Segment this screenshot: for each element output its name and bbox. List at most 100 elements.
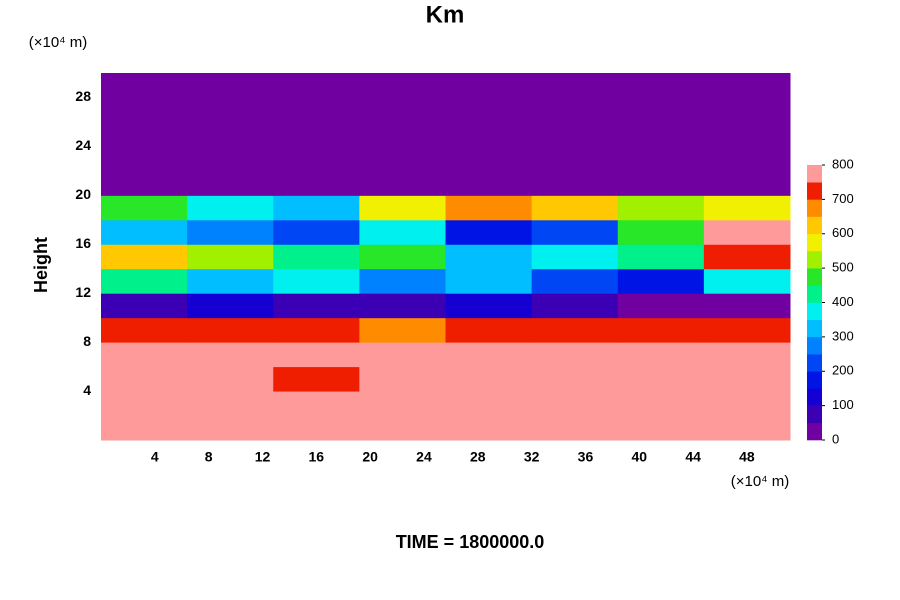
colorbar-band bbox=[807, 371, 822, 389]
colorbar-tick-label: 800 bbox=[832, 156, 854, 171]
y-axis-label: Height bbox=[31, 237, 51, 293]
x-tick-label: 4 bbox=[151, 449, 159, 465]
colorbar-band bbox=[807, 182, 822, 200]
heat-cell bbox=[445, 73, 533, 98]
heat-cell bbox=[445, 244, 533, 270]
heat-cell bbox=[187, 391, 274, 417]
colorbar-tick-label: 100 bbox=[832, 397, 854, 412]
colorbar-band bbox=[807, 319, 822, 338]
heat-cell bbox=[101, 121, 188, 147]
heat-cell bbox=[531, 415, 619, 441]
heat-cell bbox=[187, 146, 274, 172]
x-tick-label: 48 bbox=[739, 449, 755, 465]
heat-cell bbox=[187, 121, 274, 147]
heat-cell bbox=[703, 219, 791, 245]
heat-cell bbox=[531, 366, 619, 392]
heat-cell bbox=[445, 170, 533, 196]
heat-cell bbox=[617, 170, 705, 196]
x-tick-label: 16 bbox=[309, 449, 325, 465]
heat-cell bbox=[617, 391, 705, 417]
x-tick-label: 28 bbox=[470, 449, 486, 465]
x-tick-label: 40 bbox=[631, 449, 647, 465]
heat-cell bbox=[445, 317, 533, 343]
heat-cell bbox=[531, 195, 619, 221]
x-tick-label: 36 bbox=[578, 449, 594, 465]
heat-cell bbox=[531, 342, 619, 368]
heat-cell bbox=[273, 97, 360, 123]
x-tick-label: 8 bbox=[205, 449, 213, 465]
heat-cell bbox=[273, 146, 360, 172]
heat-cell bbox=[101, 195, 188, 221]
heat-cell bbox=[273, 219, 360, 245]
heat-cell bbox=[531, 73, 619, 98]
colorbar-band bbox=[807, 268, 822, 286]
heat-cell bbox=[101, 293, 188, 319]
heat-cell bbox=[703, 73, 791, 98]
heat-cell bbox=[187, 366, 274, 392]
colorbar-band bbox=[807, 354, 822, 372]
heat-cell bbox=[187, 73, 274, 98]
y-tick-label: 12 bbox=[75, 284, 91, 300]
heat-cell bbox=[101, 415, 188, 441]
heat-cell bbox=[273, 317, 360, 343]
heat-cell bbox=[187, 268, 274, 294]
heat-cell bbox=[617, 244, 705, 270]
heat-cell bbox=[703, 121, 791, 147]
heat-cell bbox=[617, 342, 705, 368]
heat-cell bbox=[187, 219, 274, 245]
colorbar-band bbox=[807, 165, 822, 183]
heat-cell bbox=[273, 195, 360, 221]
heat-cell bbox=[101, 73, 188, 98]
heat-cell bbox=[187, 97, 274, 123]
heat-cell bbox=[273, 366, 360, 392]
heat-cell bbox=[617, 366, 705, 392]
colorbar-band bbox=[807, 216, 822, 235]
heat-cell bbox=[703, 146, 791, 172]
heat-cell bbox=[445, 293, 533, 319]
colorbar-tick-label: 600 bbox=[832, 225, 854, 240]
heat-cell bbox=[445, 121, 533, 147]
heat-cell bbox=[617, 219, 705, 245]
heat-cell bbox=[359, 170, 446, 196]
colorbar-band bbox=[807, 388, 822, 406]
heat-cell bbox=[445, 195, 533, 221]
y-tick-label: 20 bbox=[75, 186, 91, 202]
heat-cell bbox=[359, 244, 446, 270]
heat-cell bbox=[359, 391, 446, 417]
colorbar-band bbox=[807, 422, 822, 441]
heat-cell bbox=[359, 293, 446, 319]
colorbar-band bbox=[807, 302, 822, 320]
heat-cell bbox=[359, 415, 446, 441]
heat-cell bbox=[531, 97, 619, 123]
x-tick-label: 44 bbox=[685, 449, 701, 465]
heat-cell bbox=[187, 293, 274, 319]
heat-cell bbox=[703, 170, 791, 196]
heat-cell bbox=[617, 195, 705, 221]
chart-title: Km bbox=[426, 1, 465, 28]
heat-cell bbox=[359, 121, 446, 147]
heat-cell bbox=[531, 293, 619, 319]
heat-cell bbox=[445, 366, 533, 392]
heat-cell bbox=[273, 121, 360, 147]
heat-cell bbox=[703, 195, 791, 221]
heat-cell bbox=[703, 293, 791, 319]
heat-cell bbox=[703, 317, 791, 343]
heat-cell bbox=[101, 317, 188, 343]
heat-cell bbox=[359, 219, 446, 245]
heat-cell bbox=[617, 268, 705, 294]
heat-cell bbox=[531, 146, 619, 172]
heat-cell bbox=[273, 170, 360, 196]
y-tick-label: 24 bbox=[75, 137, 91, 153]
heat-cell bbox=[359, 366, 446, 392]
x-tick-label: 32 bbox=[524, 449, 540, 465]
heat-cell bbox=[445, 342, 533, 368]
heat-cell bbox=[187, 170, 274, 196]
heat-cell bbox=[703, 244, 791, 270]
heat-cell bbox=[273, 342, 360, 368]
heat-cell bbox=[531, 170, 619, 196]
heat-cell bbox=[101, 146, 188, 172]
x-tick-label: 20 bbox=[362, 449, 378, 465]
heat-cell bbox=[273, 391, 360, 417]
heat-cell bbox=[359, 195, 446, 221]
